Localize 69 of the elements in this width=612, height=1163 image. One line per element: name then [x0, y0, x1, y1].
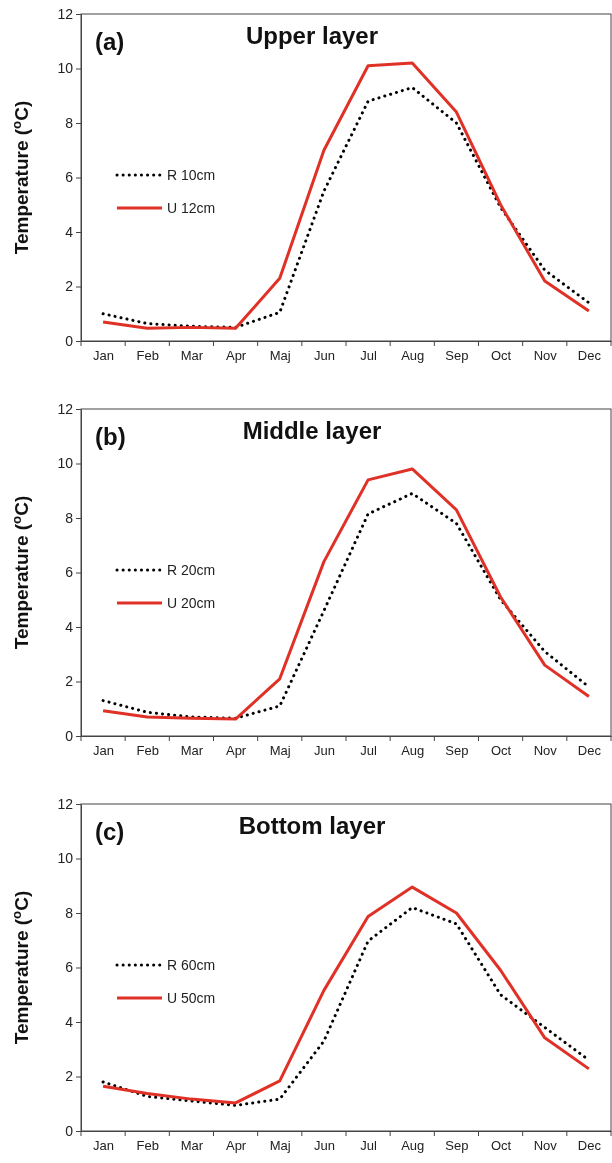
x-tick-label: Dec: [577, 348, 602, 364]
x-tick-label: Jan: [93, 348, 115, 364]
y-tick-label: 4: [65, 223, 74, 240]
y-tick-label: 6: [65, 959, 74, 976]
x-tick-label: Nov: [533, 743, 558, 759]
x-tick-label: Maj: [269, 348, 291, 364]
x-tick-label: Aug: [401, 348, 425, 364]
y-tick-label: 0: [65, 1122, 74, 1139]
x-tick-label: Jun: [313, 348, 335, 364]
x-tick-label: Sep: [445, 1138, 469, 1154]
annotation: (a): [95, 28, 125, 55]
x-tick-label: Oct: [490, 743, 512, 759]
x-tick-label: Jul: [360, 1138, 377, 1154]
x-tick-label: Jun: [313, 1138, 335, 1154]
y-tick-label: 12: [57, 5, 74, 22]
x-tick-label: Mar: [180, 1138, 204, 1154]
x-tick-label: Nov: [533, 348, 558, 364]
y-tick-label: 10: [57, 60, 74, 77]
legend-label: U 20cm: [167, 595, 216, 611]
legend-label: R 10cm: [167, 167, 216, 183]
x-tick-label: Feb: [136, 348, 159, 364]
x-tick-label: Feb: [136, 1138, 159, 1154]
x-tick-label: Apr: [225, 348, 247, 364]
y-tick-label: 8: [65, 904, 74, 921]
x-tick-label: Apr: [225, 743, 247, 759]
y-tick-label: 10: [57, 455, 74, 472]
y-tick-label: 8: [65, 509, 74, 526]
legend-label: R 20cm: [167, 562, 216, 578]
x-tick-label: Jan: [93, 1138, 115, 1154]
x-tick-label: Nov: [533, 1138, 558, 1154]
legend-label: R 60cm: [167, 957, 216, 973]
chart-title: Bottom layer: [238, 812, 386, 839]
x-tick-label: Maj: [269, 743, 291, 759]
x-tick-label: Oct: [490, 348, 512, 364]
x-tick-label: Maj: [269, 1138, 291, 1154]
y-tick-label: 12: [57, 400, 74, 417]
x-tick-label: Jan: [93, 743, 115, 759]
y-tick-label: 10: [57, 850, 74, 867]
y-tick-label: 4: [65, 618, 74, 635]
x-tick-label: Jul: [360, 348, 377, 364]
x-tick-label: Jul: [360, 743, 377, 759]
y-tick-label: 2: [65, 673, 74, 690]
x-tick-label: Feb: [136, 743, 159, 759]
x-tick-label: Apr: [225, 1138, 247, 1154]
annotation: (b): [95, 423, 126, 450]
x-tick-label: Jun: [313, 743, 335, 759]
annotation: (c): [95, 818, 125, 845]
x-tick-label: Oct: [490, 1138, 512, 1154]
legend-label: U 12cm: [167, 200, 216, 216]
x-tick-label: Sep: [445, 348, 469, 364]
legend-label: U 50cm: [167, 990, 216, 1006]
y-tick-label: 6: [65, 169, 74, 186]
x-tick-label: Mar: [180, 348, 204, 364]
chart-title: Middle layer: [242, 417, 382, 444]
y-tick-label: 2: [65, 278, 74, 295]
x-tick-label: Sep: [445, 743, 469, 759]
x-tick-label: Mar: [180, 743, 204, 759]
x-tick-label: Dec: [577, 1138, 602, 1154]
y-tick-label: 8: [65, 114, 74, 131]
y-tick-label: 0: [65, 727, 74, 744]
y-tick-label: 0: [65, 332, 74, 349]
y-tick-label: 6: [65, 564, 74, 581]
chart-title: Upper layer: [245, 22, 379, 49]
y-tick-label: 4: [65, 1013, 74, 1030]
x-tick-label: Dec: [577, 743, 602, 759]
x-tick-label: Aug: [401, 1138, 425, 1154]
x-tick-label: Aug: [401, 743, 425, 759]
y-tick-label: 2: [65, 1068, 74, 1085]
y-tick-label: 12: [57, 795, 74, 812]
